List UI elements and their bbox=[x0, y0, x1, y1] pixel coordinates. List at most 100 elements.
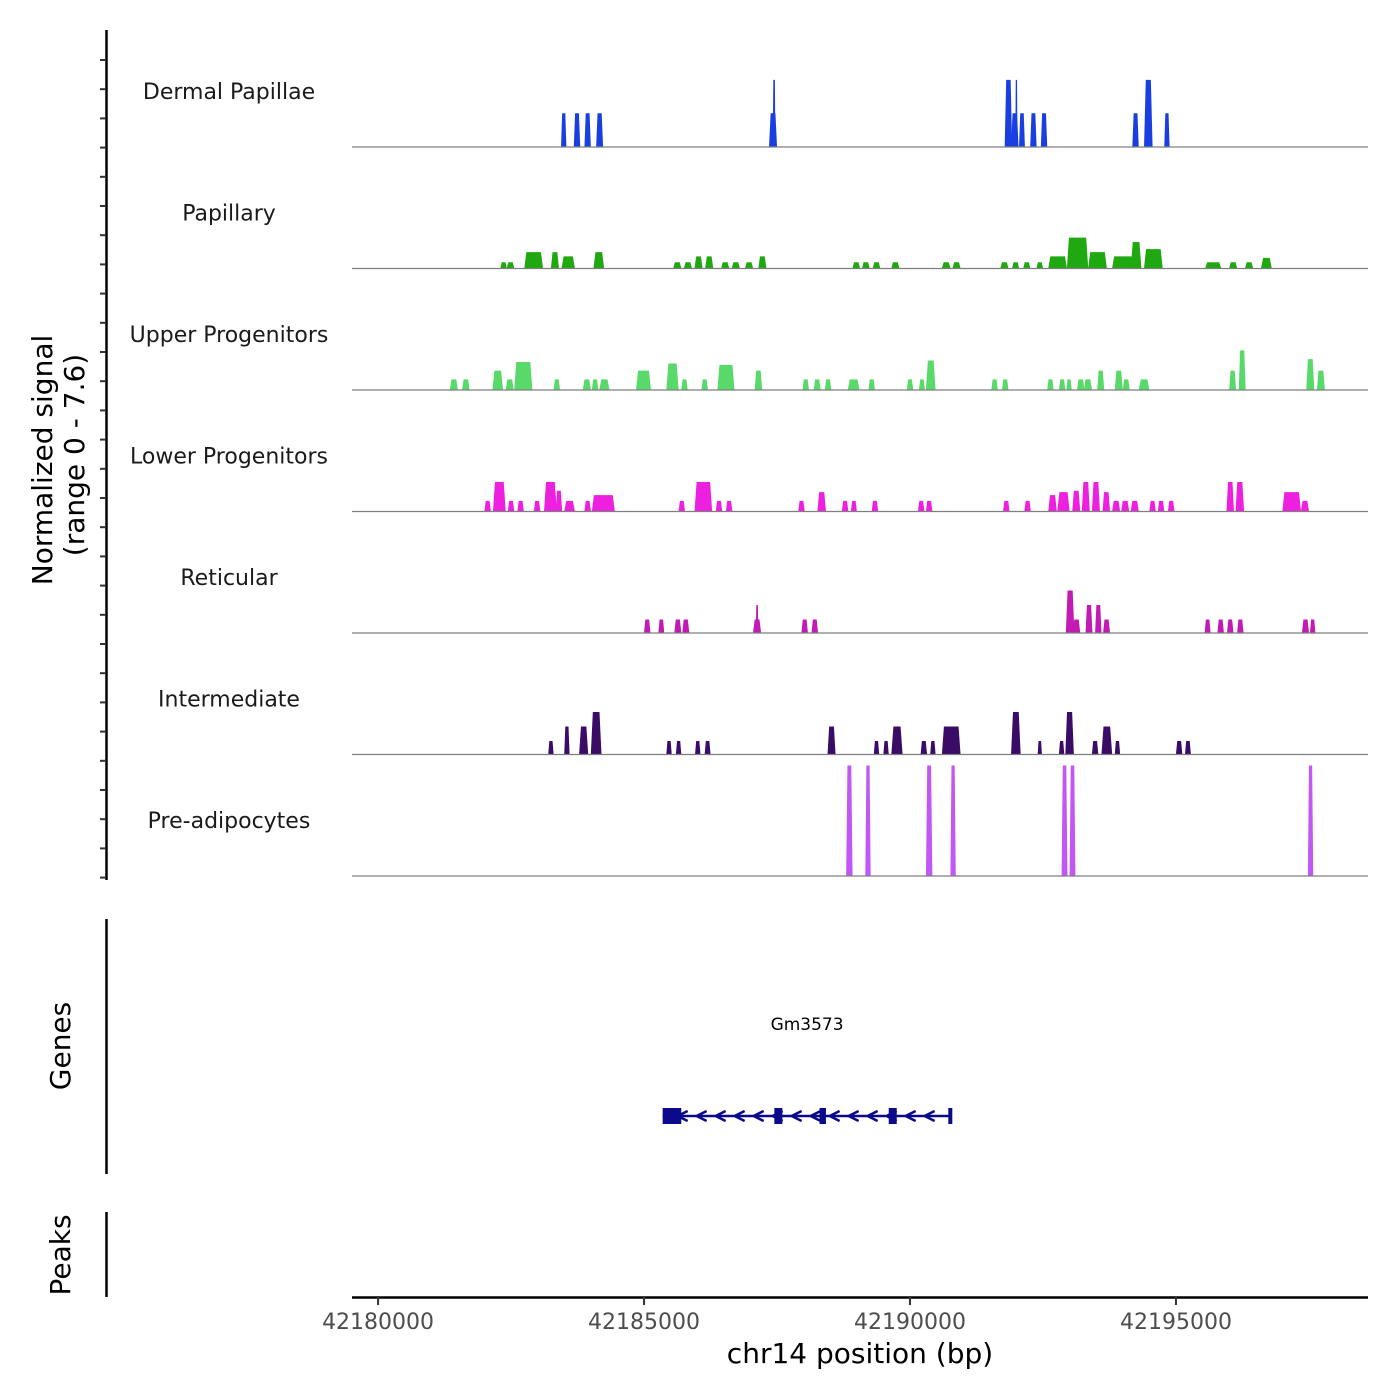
signal-peak bbox=[1002, 379, 1009, 390]
signal-peak bbox=[658, 619, 665, 633]
genes-track: Gm3573 bbox=[662, 1015, 953, 1124]
signal-peak bbox=[1112, 500, 1121, 511]
signal-peak bbox=[717, 364, 735, 390]
signal-peak bbox=[1144, 249, 1163, 268]
signal-peak bbox=[1229, 262, 1238, 268]
signal-peak bbox=[682, 619, 690, 633]
signal-peak bbox=[1302, 619, 1309, 633]
signal-peak bbox=[449, 379, 458, 390]
signal-peak bbox=[1061, 765, 1068, 876]
track-label: Pre-adipocytes bbox=[148, 809, 311, 834]
signal-peak bbox=[721, 262, 730, 268]
signal-peak bbox=[675, 740, 682, 754]
x-tick-label: 42195000 bbox=[1120, 1310, 1232, 1335]
signal-peak bbox=[484, 500, 491, 511]
signal-peak bbox=[1024, 500, 1031, 511]
peaks-track-title: Peaks bbox=[44, 1214, 77, 1295]
signal-peak bbox=[868, 379, 875, 390]
signal-peak bbox=[1057, 492, 1070, 511]
signal-peak bbox=[666, 740, 672, 754]
signal-peak bbox=[941, 726, 961, 754]
signal-peak bbox=[1130, 500, 1139, 511]
signal-peak bbox=[590, 712, 602, 754]
signal-peak bbox=[906, 379, 914, 390]
signal-peak bbox=[500, 262, 507, 268]
signal-peak bbox=[871, 500, 879, 511]
signal-peak bbox=[1011, 712, 1021, 754]
signal-peak bbox=[925, 360, 936, 390]
strand-arrow-icon bbox=[693, 1109, 708, 1123]
signal-peak bbox=[1091, 482, 1100, 511]
signal-peak bbox=[678, 500, 685, 511]
signal-peak bbox=[517, 500, 524, 511]
signal-peak bbox=[1300, 500, 1309, 511]
signal-peak bbox=[1047, 379, 1054, 390]
signal-peak bbox=[731, 262, 740, 268]
signal-peak bbox=[599, 379, 610, 390]
gene-name-label: Gm3573 bbox=[771, 1015, 844, 1035]
signal-peak bbox=[930, 740, 936, 754]
signal-peak bbox=[801, 619, 808, 633]
signal-peak bbox=[462, 379, 470, 390]
signal-peak bbox=[1316, 370, 1325, 390]
signal-peak bbox=[1114, 740, 1121, 754]
track-reticular: Reticular bbox=[180, 566, 1368, 634]
signal-peak bbox=[824, 379, 832, 390]
signal-peak bbox=[1015, 79, 1018, 147]
signal-peak bbox=[582, 379, 591, 390]
signal-peak bbox=[862, 262, 870, 268]
track-pre-adipocytes: Pre-adipocytes bbox=[148, 765, 1368, 877]
track-label: Reticular bbox=[180, 566, 278, 591]
signal-peak bbox=[1122, 379, 1130, 390]
signal-peak bbox=[1012, 262, 1020, 268]
signal-peak bbox=[561, 113, 567, 147]
signal-peak bbox=[506, 262, 515, 268]
signal-peak bbox=[873, 740, 880, 754]
signal-peak bbox=[579, 726, 589, 754]
signal-peak bbox=[505, 379, 514, 390]
signal-peak bbox=[1235, 482, 1245, 511]
signal-peak bbox=[1229, 370, 1237, 390]
signal-peak bbox=[704, 740, 711, 754]
signal-peak bbox=[1238, 350, 1246, 390]
gene-exon bbox=[888, 1108, 897, 1124]
signal-peak bbox=[1077, 379, 1085, 390]
signal-peak bbox=[561, 256, 575, 268]
strand-arrow-icon bbox=[731, 1109, 746, 1123]
signal-peak bbox=[596, 113, 604, 147]
signal-peak bbox=[813, 379, 821, 390]
signal-peak bbox=[492, 482, 506, 511]
signal-peak bbox=[584, 500, 591, 511]
signal-peak bbox=[1097, 370, 1105, 390]
signal-peak bbox=[584, 113, 591, 147]
signal-peak bbox=[1121, 500, 1130, 511]
strand-arrow-icon bbox=[788, 1109, 803, 1123]
signal-peak bbox=[636, 370, 651, 390]
signal-peak bbox=[1205, 262, 1222, 268]
signal-peak bbox=[1149, 500, 1156, 511]
signal-peak bbox=[1040, 113, 1048, 147]
signal-peak bbox=[1138, 379, 1150, 390]
signal-peak bbox=[548, 740, 554, 754]
signal-peak bbox=[1261, 257, 1272, 268]
signal-peak bbox=[725, 500, 733, 511]
signal-peak bbox=[1237, 619, 1244, 633]
signal-peak bbox=[644, 619, 651, 633]
signal-peak bbox=[1048, 495, 1057, 511]
strand-arrow-icon bbox=[845, 1109, 860, 1123]
signal-peak bbox=[701, 379, 708, 390]
signal-peak bbox=[1185, 740, 1191, 754]
signal-peak bbox=[920, 740, 928, 754]
signal-peak bbox=[1088, 252, 1107, 268]
signal-peak bbox=[1023, 262, 1031, 268]
genes-track-title: Genes bbox=[44, 1002, 77, 1090]
signal-peak bbox=[1144, 79, 1153, 147]
signal-peak bbox=[891, 262, 900, 268]
coverage-tracks: Dermal Papillae Papillary Upper Progenitor… bbox=[130, 79, 1368, 877]
signal-peak bbox=[564, 500, 575, 511]
signal-peak bbox=[1282, 492, 1301, 511]
signal-peak bbox=[695, 740, 701, 754]
signal-peak bbox=[1157, 500, 1165, 511]
gene-exon bbox=[819, 1108, 826, 1124]
strand-arrow-icon bbox=[826, 1109, 841, 1123]
